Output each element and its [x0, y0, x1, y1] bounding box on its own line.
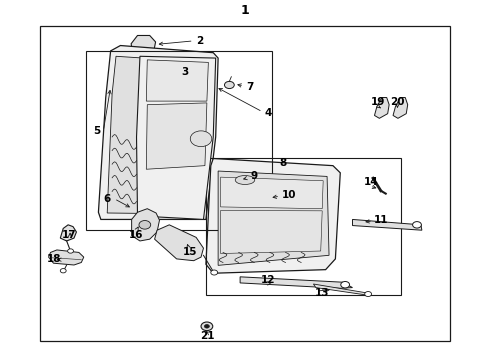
Polygon shape — [155, 225, 203, 261]
Text: 1: 1 — [241, 4, 249, 17]
Circle shape — [224, 81, 234, 89]
Polygon shape — [107, 56, 210, 214]
Text: 11: 11 — [373, 215, 388, 225]
Text: 17: 17 — [62, 230, 76, 239]
Polygon shape — [49, 250, 84, 265]
Text: 21: 21 — [199, 331, 214, 341]
Circle shape — [211, 270, 218, 275]
Text: 19: 19 — [371, 97, 385, 107]
Polygon shape — [206, 158, 340, 273]
Text: 15: 15 — [183, 247, 197, 257]
Polygon shape — [147, 60, 208, 101]
Polygon shape — [137, 56, 216, 220]
Text: 2: 2 — [196, 36, 204, 46]
Polygon shape — [147, 103, 207, 169]
Text: 10: 10 — [282, 190, 296, 200]
Text: 3: 3 — [182, 67, 189, 77]
Polygon shape — [352, 220, 422, 230]
Ellipse shape — [235, 176, 255, 184]
Polygon shape — [60, 225, 76, 241]
Text: 5: 5 — [93, 126, 100, 135]
Text: 18: 18 — [47, 254, 62, 264]
Circle shape — [341, 282, 349, 288]
Circle shape — [139, 221, 151, 229]
Text: 12: 12 — [261, 275, 276, 285]
Text: 9: 9 — [250, 171, 257, 181]
Text: 14: 14 — [364, 177, 378, 187]
Polygon shape — [220, 211, 322, 253]
Polygon shape — [218, 171, 329, 265]
Polygon shape — [314, 284, 369, 296]
Circle shape — [204, 324, 209, 328]
Text: 7: 7 — [246, 82, 253, 93]
Text: 16: 16 — [129, 230, 144, 239]
Polygon shape — [393, 98, 408, 118]
Bar — [40, 26, 450, 341]
Circle shape — [201, 322, 213, 330]
Polygon shape — [98, 45, 218, 220]
Circle shape — [365, 292, 371, 297]
Circle shape — [68, 249, 74, 253]
Bar — [206, 158, 401, 295]
Polygon shape — [132, 209, 159, 241]
Text: 6: 6 — [103, 194, 111, 204]
Text: 13: 13 — [315, 288, 329, 298]
Polygon shape — [240, 277, 352, 288]
Text: 8: 8 — [279, 158, 287, 168]
Circle shape — [60, 269, 66, 273]
Text: 20: 20 — [390, 97, 405, 107]
Circle shape — [190, 131, 212, 147]
Text: 4: 4 — [265, 108, 272, 118]
Circle shape — [413, 222, 421, 228]
Bar — [86, 51, 272, 230]
Polygon shape — [220, 177, 323, 209]
Polygon shape — [374, 98, 389, 118]
Polygon shape — [131, 36, 156, 55]
